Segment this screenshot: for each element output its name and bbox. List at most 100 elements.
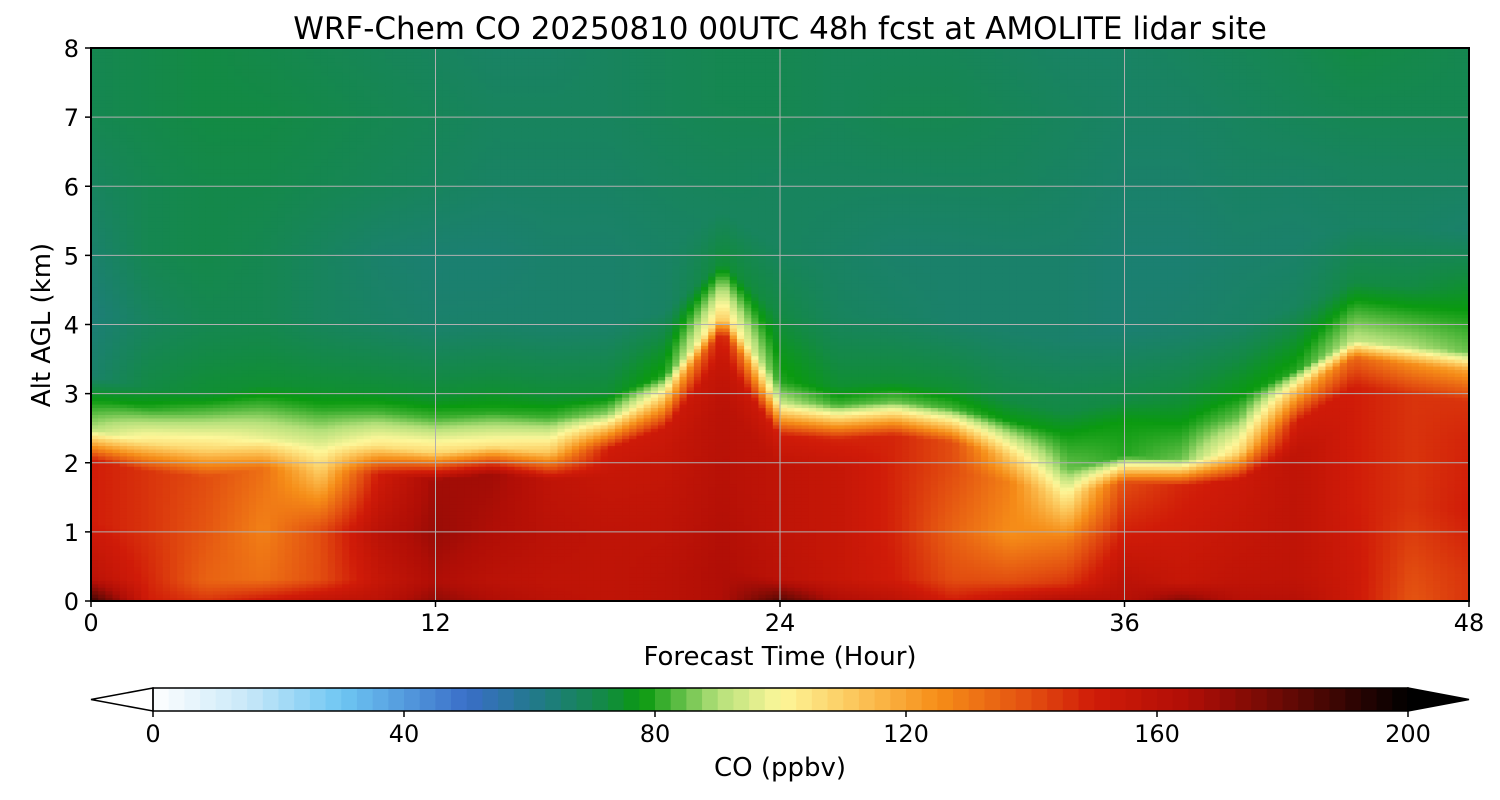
field-cell — [306, 283, 315, 288]
field-cell — [141, 300, 150, 305]
field-cell — [299, 200, 307, 205]
field-cell — [112, 272, 121, 277]
field-cell — [241, 82, 250, 87]
field-cell — [277, 241, 286, 246]
field-cell — [155, 269, 164, 274]
field-cell — [248, 580, 257, 585]
field-cell — [134, 182, 142, 187]
field-cell — [270, 583, 279, 588]
field-cell — [291, 410, 300, 415]
field-cell — [205, 51, 214, 56]
field-cell — [306, 331, 315, 336]
field-cell — [198, 545, 207, 550]
field-cell — [220, 362, 228, 367]
field-cell — [148, 317, 157, 322]
field-cell — [198, 89, 207, 94]
field-cell — [299, 569, 307, 574]
field-cell — [105, 245, 114, 250]
field-cell — [299, 186, 307, 191]
field-cell — [227, 106, 236, 111]
field-cell — [119, 362, 128, 367]
field-cell — [169, 417, 178, 422]
field-cell — [198, 286, 207, 291]
field-cell — [220, 321, 228, 326]
field-cell — [91, 556, 99, 561]
field-cell — [227, 117, 236, 122]
field-cell — [98, 504, 106, 509]
field-cell — [291, 573, 300, 578]
field-cell — [277, 279, 286, 284]
field-cell — [119, 556, 128, 561]
field-cell — [270, 296, 279, 301]
field-cell — [313, 587, 322, 592]
field-cell — [119, 272, 128, 277]
field-cell — [256, 424, 264, 429]
field-cell — [141, 68, 150, 73]
field-cell — [119, 200, 128, 205]
field-cell — [126, 293, 135, 298]
field-cell — [205, 213, 214, 218]
field-cell — [270, 497, 279, 502]
field-cell — [227, 462, 236, 467]
field-cell — [248, 172, 257, 177]
field-cell — [213, 352, 221, 357]
field-cell — [119, 400, 128, 405]
field-cell — [148, 251, 157, 256]
field-cell — [198, 383, 207, 388]
field-cell — [119, 48, 128, 53]
field-cell — [284, 424, 293, 429]
field-cell — [134, 445, 142, 450]
field-cell — [134, 248, 142, 253]
field-cell — [205, 590, 214, 595]
field-cell — [141, 393, 150, 398]
field-cell — [205, 566, 214, 571]
field-cell — [112, 99, 121, 104]
field-cell — [148, 72, 157, 77]
field-cell — [177, 175, 185, 180]
field-cell — [227, 51, 236, 56]
field-cell — [313, 483, 322, 488]
field-cell — [112, 386, 121, 391]
field-cell — [155, 338, 164, 343]
field-cell — [205, 594, 214, 599]
field-cell — [205, 424, 214, 429]
field-cell — [306, 241, 315, 246]
field-cell — [126, 556, 135, 561]
field-cell — [126, 345, 135, 350]
field-cell — [141, 473, 150, 478]
field-cell — [205, 417, 214, 422]
field-cell — [98, 314, 106, 319]
field-cell — [284, 48, 293, 53]
field-cell — [112, 338, 121, 343]
field-cell — [213, 518, 221, 523]
field-cell — [98, 234, 106, 239]
field-cell — [256, 480, 264, 485]
field-cell — [98, 124, 106, 129]
field-cell — [306, 452, 315, 457]
field-cell — [126, 403, 135, 409]
field-cell — [112, 507, 121, 512]
field-cell — [177, 562, 185, 568]
field-cell — [162, 200, 171, 205]
field-cell — [227, 493, 236, 498]
field-cell — [234, 234, 243, 239]
field-cell — [184, 68, 193, 73]
field-cell — [141, 58, 150, 63]
field-cell — [169, 376, 178, 381]
field-cell — [105, 556, 114, 561]
field-cell — [227, 241, 236, 246]
field-cell — [270, 511, 279, 516]
field-cell — [263, 417, 272, 422]
field-cell — [284, 576, 293, 581]
field-cell — [184, 262, 193, 267]
field-cell — [169, 431, 178, 436]
field-cell — [155, 549, 164, 554]
field-cell — [169, 314, 178, 319]
field-cell — [248, 113, 257, 118]
field-cell — [198, 110, 207, 115]
field-cell — [263, 276, 272, 281]
field-cell — [284, 511, 293, 516]
field-cell — [112, 352, 121, 357]
field-cell — [98, 583, 106, 588]
field-cell — [148, 303, 157, 308]
